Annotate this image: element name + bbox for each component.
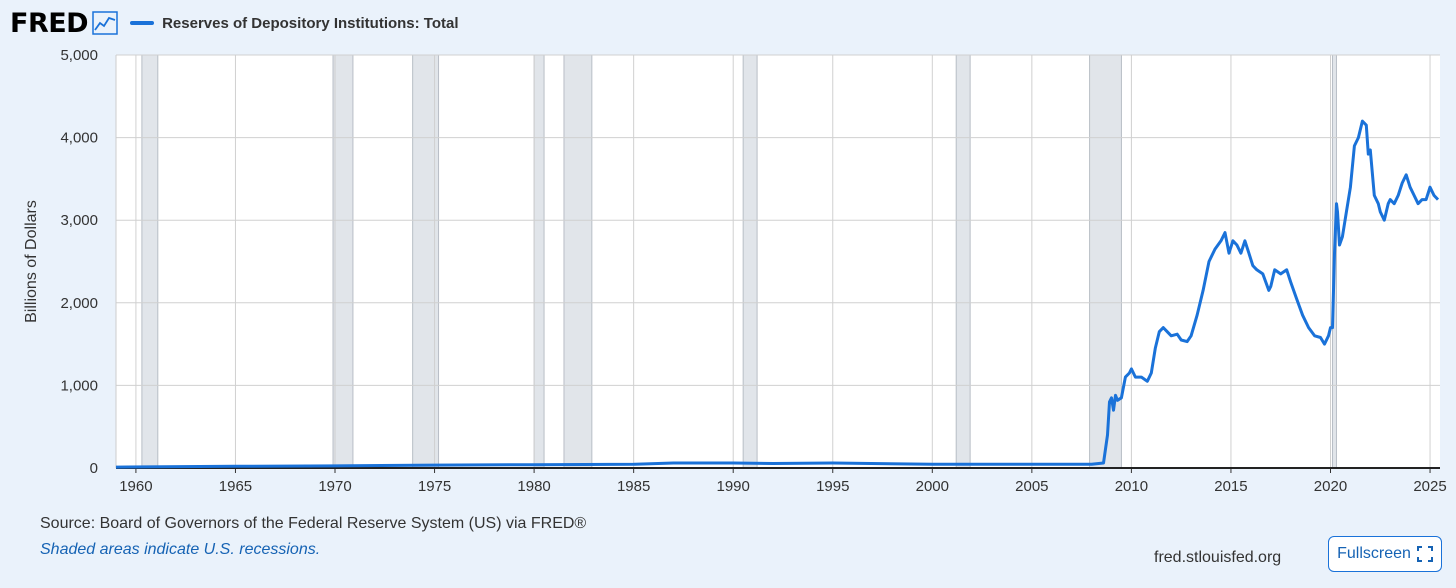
chart-header: FRED Reserves of Depository Institutions…	[10, 6, 459, 40]
source-note: Source: Board of Governors of the Federa…	[40, 515, 587, 532]
site-url: fred.stlouisfed.org	[1154, 549, 1282, 566]
x-tick-label: 2005	[1015, 478, 1048, 495]
series-line	[115, 119, 1440, 469]
x-tick-label: 2000	[916, 478, 949, 495]
legend: Reserves of Depository Institutions: Tot…	[130, 14, 459, 32]
y-tick-label: 3,000	[60, 212, 98, 229]
fred-logo[interactable]: FRED	[10, 7, 89, 39]
x-tick-label: 2025	[1413, 478, 1446, 495]
x-tick-label: 1975	[418, 478, 451, 495]
recession-band	[563, 54, 593, 469]
chart: 0 1,000 2,000 3,000 4,000 5,000 1960 1965 1970 19…	[23, 47, 1447, 495]
y-axis-label: Billions of Dollars	[23, 200, 40, 323]
x-tick-label: 1980	[517, 478, 550, 495]
y-tick-label: 4,000	[60, 130, 98, 147]
x-tick-label: 2015	[1214, 478, 1247, 495]
plot-area	[116, 55, 1440, 468]
recession-band	[533, 54, 545, 469]
y-tick-label: 1,000	[60, 377, 98, 394]
recession-band	[1089, 54, 1122, 469]
recession-note: Shaded areas indicate U.S. recessions.	[40, 541, 321, 558]
legend-label: Reserves of Depository Institutions: Tot…	[162, 14, 459, 32]
x-tick-label: 1990	[717, 478, 750, 495]
y-tick-label: 2,000	[60, 295, 98, 312]
recession-band	[742, 54, 758, 469]
fullscreen-icon	[1416, 546, 1433, 562]
x-tick-label: 1960	[119, 478, 152, 495]
x-tick-label: 2010	[1115, 478, 1148, 495]
x-tick-label: 1965	[219, 478, 252, 495]
fullscreen-button[interactable]: Fullscreen	[1328, 536, 1442, 572]
x-tick-label: 2020	[1314, 478, 1347, 495]
y-tick-label: 5,000	[60, 47, 98, 64]
x-tick-label: 1985	[617, 478, 650, 495]
x-tick-label: 1970	[318, 478, 351, 495]
line-graph-icon	[92, 11, 118, 35]
y-tick-label: 0	[90, 460, 98, 477]
recession-band	[332, 54, 354, 469]
legend-swatch	[130, 21, 155, 25]
fullscreen-label: Fullscreen	[1337, 545, 1411, 562]
x-tick-label: 1995	[816, 478, 849, 495]
recession-band	[955, 54, 971, 469]
recession-band	[141, 54, 159, 469]
